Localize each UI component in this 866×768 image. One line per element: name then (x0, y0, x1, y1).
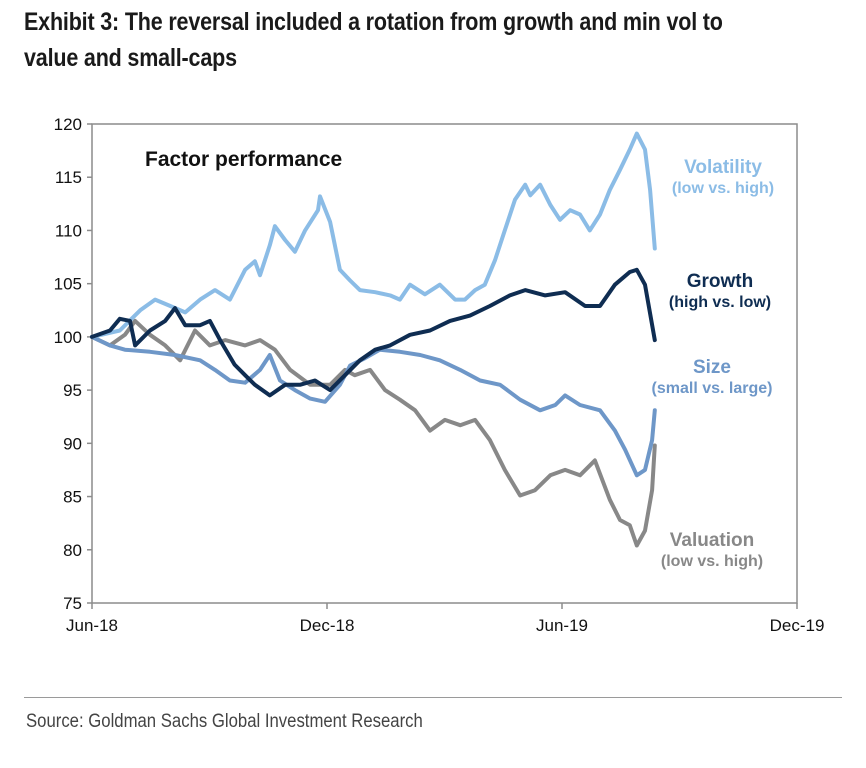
y-tick-label: 90 (63, 434, 82, 453)
series-label-volatility: Volatility (low vs. high) (672, 157, 774, 197)
axes: 75 80 85 90 95 100 105 110 115 120 Jun-18 Dec-18 Jun… (54, 115, 825, 635)
y-tick-label: 115 (55, 168, 82, 187)
series-label-name: Size (693, 357, 731, 378)
plot-frame (91, 123, 798, 604)
y-tick-label: 100 (54, 328, 82, 347)
series-label-name: Growth (687, 271, 754, 292)
series-label-name: Volatility (684, 157, 762, 178)
y-tick-label: 105 (54, 275, 82, 294)
x-tick-label: Jun-18 (66, 616, 118, 635)
y-tick-label: 85 (63, 488, 82, 507)
source-divider (24, 697, 842, 698)
y-tick-label: 120 (54, 115, 82, 134)
series-line-volatility (90, 131, 657, 339)
series-label-sub: (low vs. high) (672, 180, 774, 197)
series-label-name: Valuation (670, 530, 754, 551)
series-label-sub: (small vs. large) (652, 380, 773, 397)
x-tick-label: Dec-18 (300, 616, 355, 635)
source-note: Source: Goldman Sachs Global Investment … (26, 711, 423, 732)
series-labels: Volatility (low vs. high) Growth (high vs. … (652, 157, 775, 570)
series-label-valuation: Valuation (low vs. high) (661, 530, 763, 570)
series-label-size: Size (small vs. large) (652, 357, 773, 397)
series-lines (90, 131, 657, 548)
y-tick-label: 80 (63, 541, 82, 560)
series-label-sub: (low vs. high) (661, 553, 763, 570)
y-tick-label: 95 (63, 381, 82, 400)
series-line-valuation (90, 318, 657, 548)
y-tick-label: 110 (55, 221, 82, 240)
series-label-growth: Growth (high vs. low) (669, 271, 771, 311)
exhibit-title: Exhibit 3: The reversal included a rotat… (24, 8, 723, 72)
x-tick-label: Jun-19 (536, 616, 588, 635)
y-tick-label: 75 (63, 594, 82, 613)
x-tick-label: Dec-19 (770, 616, 825, 635)
chart-title: Factor performance (145, 148, 342, 171)
series-line-growth (90, 267, 657, 398)
series-label-sub: (high vs. low) (669, 294, 771, 311)
